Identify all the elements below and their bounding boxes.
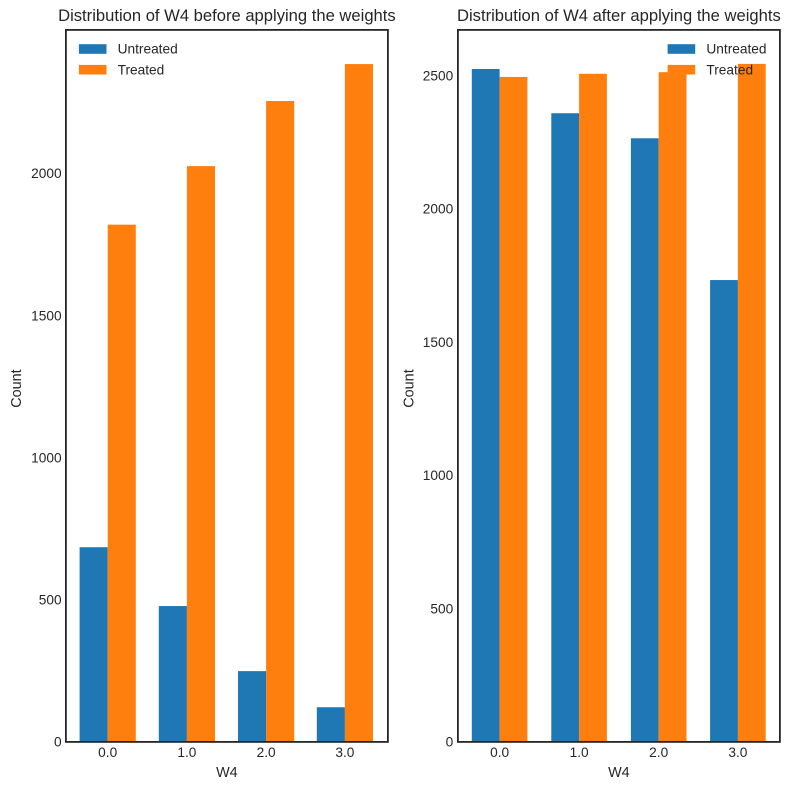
svg-text:2500: 2500 [423,68,454,83]
svg-text:1000: 1000 [31,450,62,465]
svg-text:1500: 1500 [423,335,454,350]
svg-text:0.0: 0.0 [490,745,509,760]
svg-text:1000: 1000 [423,468,454,483]
svg-text:Count: Count [9,369,25,407]
svg-text:Distribution of W4 before appl: Distribution of W4 before applying the w… [58,6,396,25]
svg-text:2.0: 2.0 [257,745,276,760]
svg-text:Treated: Treated [706,62,753,77]
svg-text:W4: W4 [216,765,238,781]
svg-text:1.0: 1.0 [177,745,196,760]
svg-text:1.0: 1.0 [570,745,589,760]
svg-text:2000: 2000 [423,202,454,217]
svg-text:1500: 1500 [31,308,62,323]
svg-text:0: 0 [54,735,62,750]
svg-text:Treated: Treated [118,62,165,77]
svg-text:0.0: 0.0 [98,745,117,760]
svg-text:3.0: 3.0 [728,745,747,760]
svg-text:Untreated: Untreated [706,42,766,57]
svg-text:0: 0 [446,735,454,750]
svg-text:3.0: 3.0 [335,745,354,760]
svg-text:W4: W4 [608,765,630,781]
svg-text:2.0: 2.0 [649,745,668,760]
svg-text:Untreated: Untreated [118,42,178,57]
svg-text:500: 500 [430,601,453,616]
svg-text:500: 500 [39,593,62,608]
svg-text:2000: 2000 [31,166,62,181]
svg-text:Distribution of W4 after apply: Distribution of W4 after applying the we… [457,6,781,25]
svg-text:Count: Count [401,369,417,407]
